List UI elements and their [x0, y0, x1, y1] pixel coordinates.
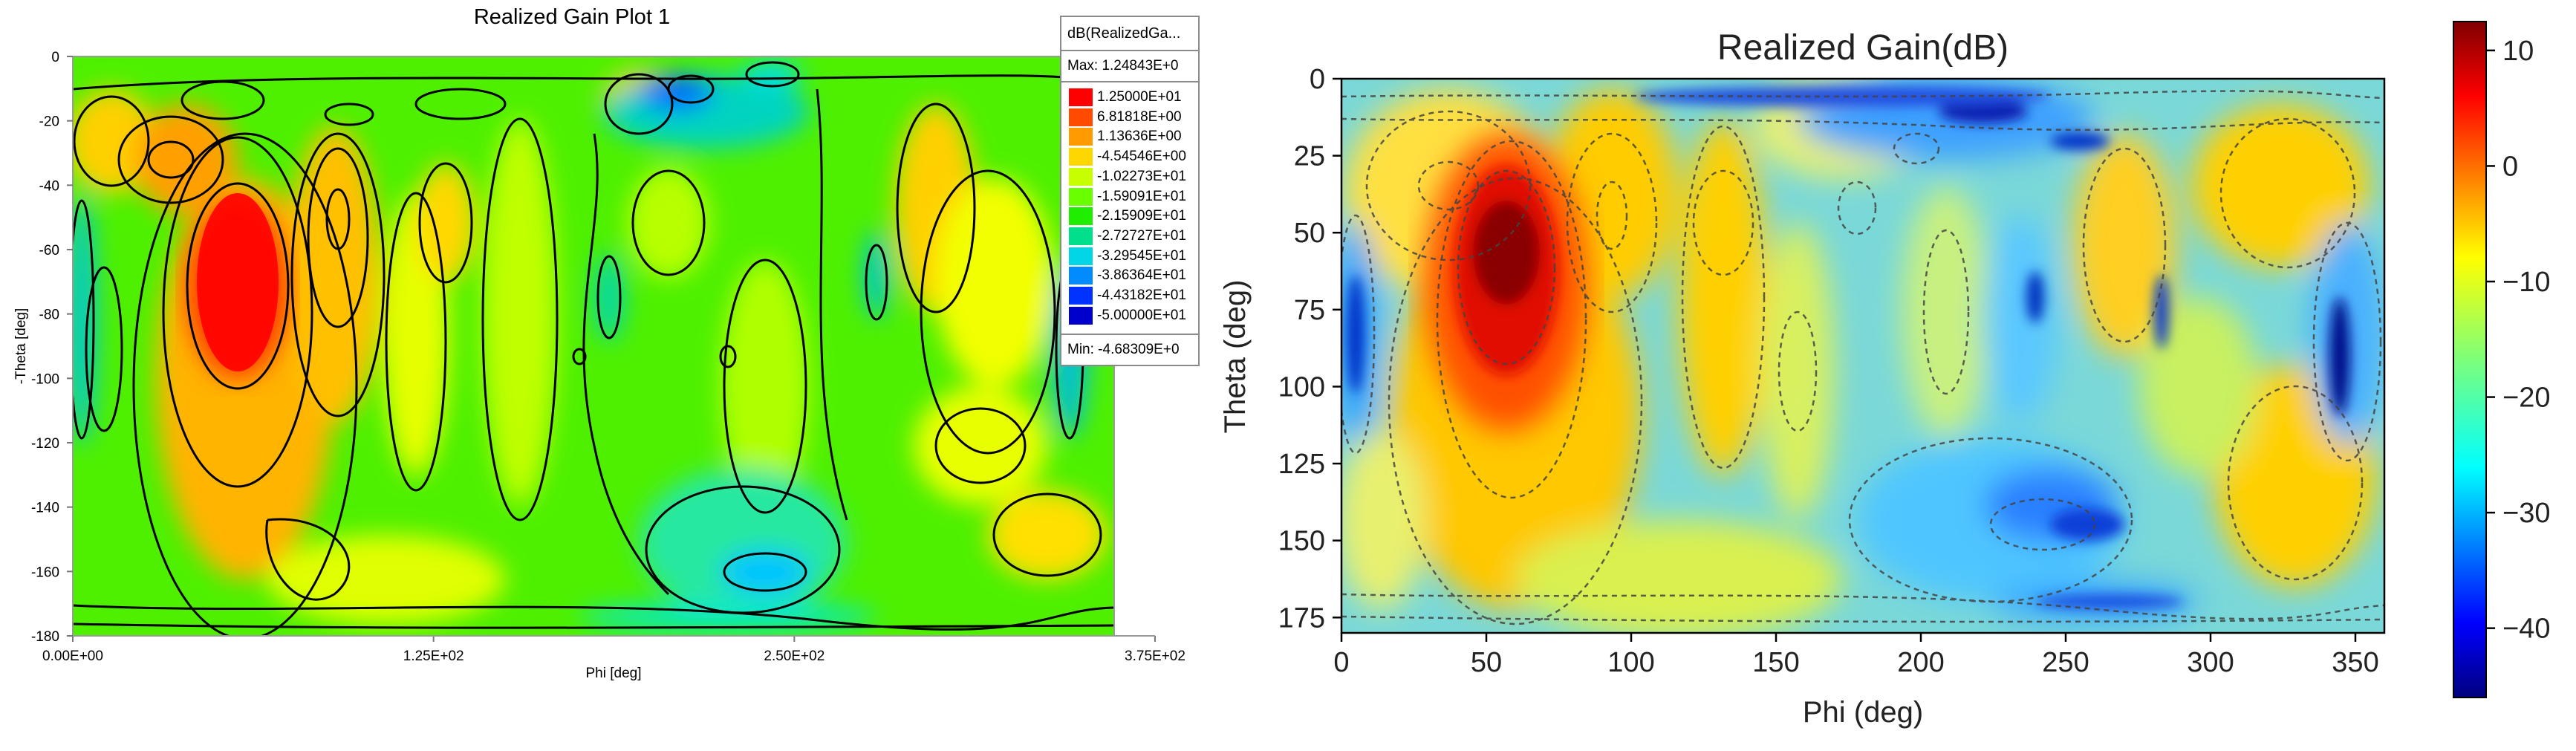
legend-entry: -2.15909E+01 — [1061, 206, 1198, 226]
legend-entry: -1.02273E+01 — [1061, 166, 1198, 186]
legend-swatch — [1069, 207, 1093, 226]
right-y-axis-label: Theta (deg) — [1219, 280, 1252, 434]
right-x-tick-label: 200 — [1897, 647, 1944, 678]
legend-entries: 1.25000E+01 6.81818E+00 1.13636E+00 -4.5454… — [1061, 82, 1198, 334]
legend-label: -3.29545E+01 — [1097, 247, 1186, 264]
right-x-tick-label: 150 — [1752, 647, 1799, 678]
right-chart: Realized Gain(dB) — [1219, 21, 2550, 729]
left-x-axis-label: Phi [deg] — [586, 666, 642, 681]
left-legend: dB(RealizedGa... Max: 1.24843E+0 1.25000… — [1060, 16, 1200, 366]
left-y-tick-label: -120 — [31, 436, 59, 452]
colorbar-tick-label: 10 — [2502, 36, 2534, 67]
legend-label: 6.81818E+00 — [1097, 108, 1182, 125]
right-x-tick-label: 250 — [2042, 647, 2089, 678]
legend-title: dB(RealizedGa... — [1061, 17, 1198, 51]
right-x-tick-label: 300 — [2187, 647, 2234, 678]
colorbar-tick-label: −40 — [2502, 614, 2550, 645]
legend-entry: -1.59091E+01 — [1061, 186, 1198, 206]
legend-swatch — [1069, 227, 1093, 245]
left-chart: Realized Gain Plot 1 — [13, 5, 1185, 681]
left-y-tick-label: -140 — [31, 501, 59, 516]
legend-swatch — [1069, 187, 1093, 206]
legend-swatch — [1069, 267, 1093, 285]
legend-swatch — [1069, 247, 1093, 265]
right-y-tick-label: 175 — [1278, 602, 1325, 634]
left-x-tick-label: 3.75E+02 — [1125, 648, 1185, 664]
legend-swatch — [1069, 306, 1093, 325]
colorbar-tick-label: −20 — [2502, 383, 2550, 414]
legend-min: Min: -4.68309E+0 — [1061, 334, 1198, 365]
left-x-axis: 0.00E+00 1.25E+02 2.50E+02 3.75E+02 — [42, 635, 1185, 664]
right-x-tick-label: 50 — [1471, 647, 1502, 678]
right-x-tick-label: 350 — [2332, 647, 2378, 678]
right-plot-frame — [1340, 77, 2386, 634]
right-y-tick-label: 150 — [1278, 526, 1325, 557]
legend-label: -4.43182E+01 — [1097, 287, 1186, 303]
left-x-tick-label: 1.25E+02 — [403, 648, 464, 664]
left-chart-title: Realized Gain Plot 1 — [474, 5, 670, 29]
legend-label: -3.86364E+01 — [1097, 267, 1186, 284]
legend-entry: -3.86364E+01 — [1061, 265, 1198, 285]
legend-entry: 1.25000E+01 — [1061, 87, 1198, 106]
right-y-tick-label: 0 — [1310, 64, 1325, 95]
legend-swatch — [1069, 128, 1093, 146]
legend-entry: 6.81818E+00 — [1061, 107, 1198, 126]
left-y-tick-label: -180 — [31, 629, 59, 645]
legend-label: -5.00000E+01 — [1097, 307, 1186, 323]
left-y-tick-label: -80 — [39, 308, 59, 323]
left-y-tick-label: -100 — [31, 371, 59, 387]
legend-swatch — [1069, 88, 1093, 106]
legend-label: 1.13636E+00 — [1097, 129, 1182, 145]
colorbar-tick-label: −30 — [2502, 498, 2550, 529]
left-x-tick-label: 2.50E+02 — [764, 648, 824, 664]
legend-label: -4.54546E+00 — [1097, 149, 1186, 165]
legend-swatch — [1069, 167, 1093, 186]
right-heatmap — [1341, 79, 2384, 633]
legend-entry: -4.43182E+01 — [1061, 285, 1198, 305]
legend-label: 1.25000E+01 — [1097, 89, 1182, 105]
legend-label: -1.59091E+01 — [1097, 188, 1186, 204]
colorbar-tick-label: 0 — [2502, 151, 2518, 182]
left-y-axis-label: -Theta [deg] — [13, 308, 29, 384]
right-x-axis: 0 50 100 150 200 250 300 350 — [1333, 633, 2379, 678]
legend-entry: -2.72727E+01 — [1061, 226, 1198, 245]
colorbar — [2453, 21, 2487, 698]
legend-entry: -5.00000E+01 — [1061, 305, 1198, 325]
left-y-tick-label: -60 — [39, 243, 59, 259]
colorbar-tick-label: −10 — [2502, 267, 2550, 298]
left-y-tick-label: 0 — [51, 50, 59, 65]
legend-swatch — [1069, 287, 1093, 305]
legend-entry: 1.13636E+00 — [1061, 126, 1198, 146]
left-y-tick-label: -20 — [39, 114, 59, 130]
right-y-axis: 0 25 50 75 100 125 150 175 — [1278, 64, 1341, 634]
legend-max: Max: 1.24843E+0 — [1061, 51, 1198, 82]
legend-label: -1.02273E+01 — [1097, 168, 1186, 184]
legend-label: -2.15909E+01 — [1097, 208, 1186, 224]
right-x-axis-label: Phi (deg) — [1803, 696, 1923, 729]
left-heatmap — [73, 56, 1114, 636]
left-x-tick-label: 0.00E+00 — [42, 648, 103, 664]
left-y-axis: 0 -20 -40 -60 -80 -100 -120 -140 -160 -180 — [31, 50, 73, 645]
right-y-tick-label: 75 — [1294, 295, 1325, 326]
legend-swatch — [1069, 108, 1093, 126]
colorbar-axis: 10 0 −10 −20 −30 −40 — [2486, 36, 2550, 645]
legend-entry: -4.54546E+00 — [1061, 146, 1198, 166]
right-x-tick-label: 0 — [1333, 647, 1349, 678]
right-y-tick-label: 100 — [1278, 371, 1325, 403]
legend-label: -2.72727E+01 — [1097, 227, 1186, 244]
right-chart-title: Realized Gain(dB) — [1717, 28, 2009, 68]
right-x-tick-label: 100 — [1607, 647, 1654, 678]
legend-swatch — [1069, 148, 1093, 166]
left-y-tick-label: -40 — [39, 178, 59, 194]
right-y-tick-label: 125 — [1278, 449, 1325, 480]
left-y-tick-label: -160 — [31, 565, 59, 580]
right-y-tick-label: 25 — [1294, 141, 1325, 172]
legend-entry: -3.29545E+01 — [1061, 246, 1198, 265]
right-y-tick-label: 50 — [1294, 218, 1325, 249]
